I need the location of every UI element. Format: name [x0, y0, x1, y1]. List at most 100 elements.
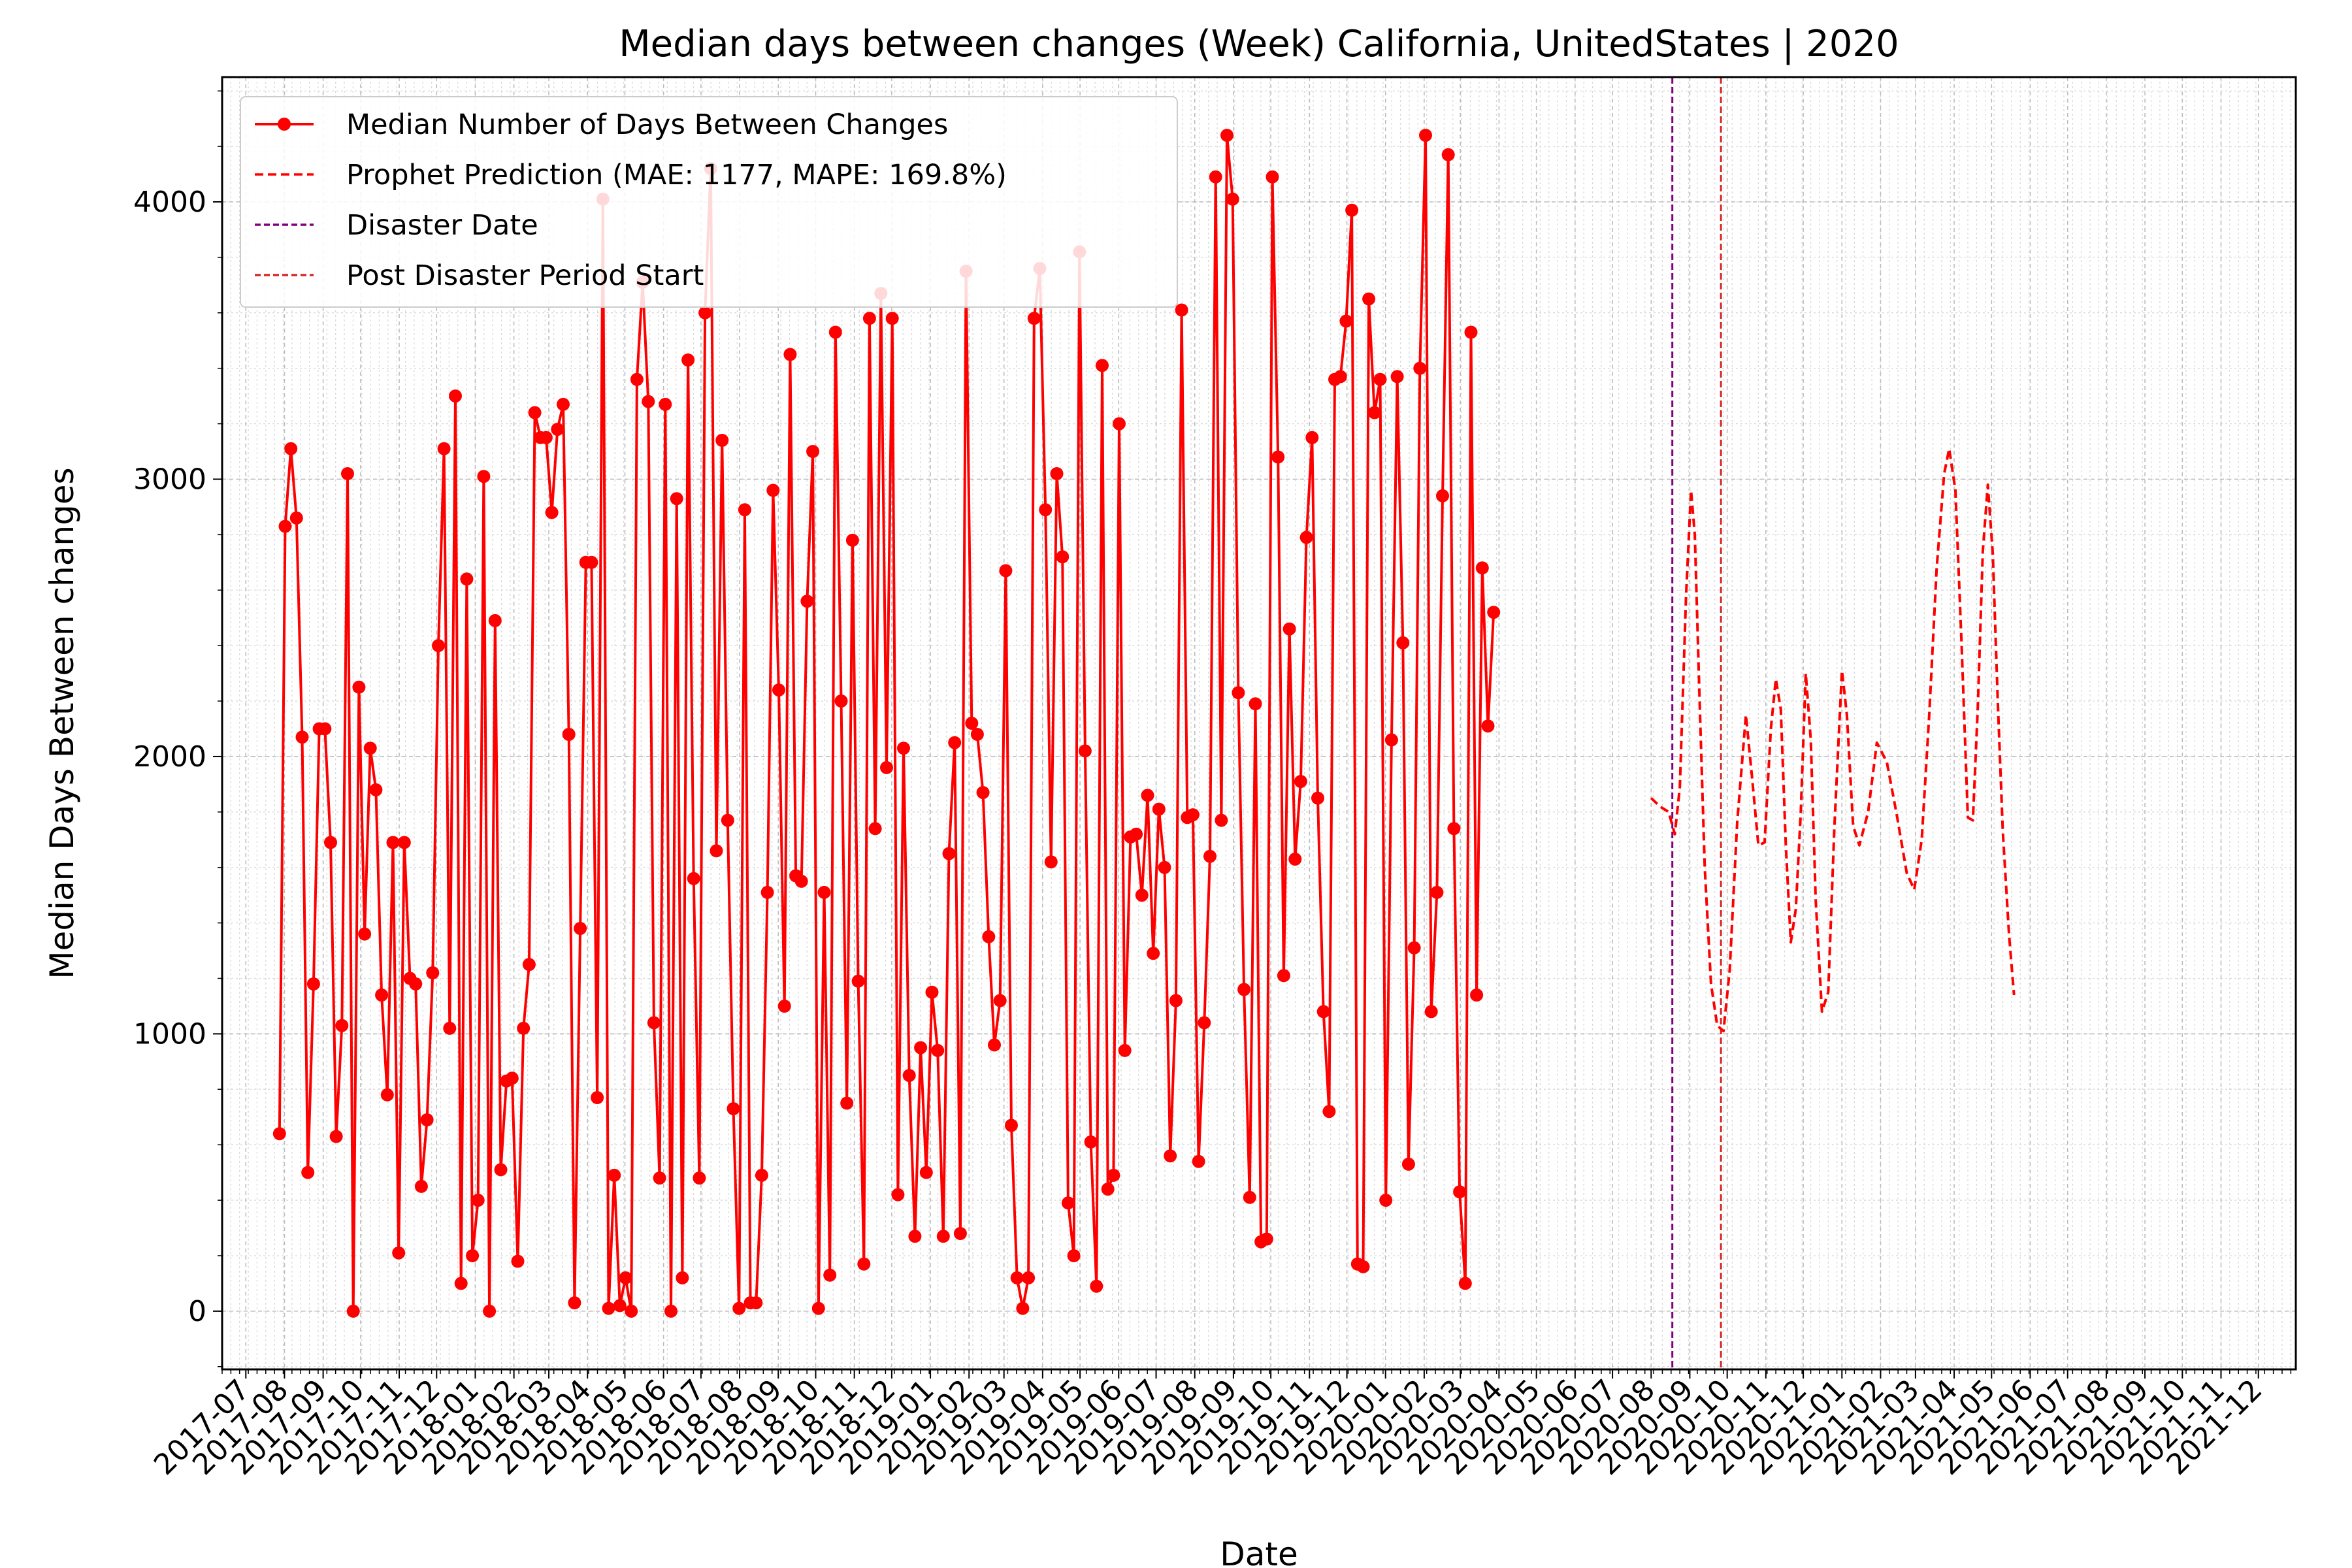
data-point	[585, 555, 598, 569]
data-point	[545, 506, 559, 519]
data-point	[891, 1188, 905, 1201]
y-tick-label: 2000	[133, 740, 206, 774]
data-point	[619, 1271, 632, 1284]
data-point	[1135, 889, 1149, 902]
data-point	[772, 683, 785, 697]
data-point	[284, 442, 298, 455]
data-point	[1396, 636, 1410, 649]
data-point	[1249, 697, 1262, 711]
legend-label: Post Disaster Period Start	[346, 259, 704, 292]
data-point	[1487, 606, 1501, 619]
data-point	[1158, 860, 1171, 874]
y-tick-label: 3000	[133, 463, 206, 496]
data-point	[1175, 303, 1188, 317]
data-point	[1061, 1196, 1075, 1210]
data-point	[386, 836, 400, 849]
data-point	[965, 717, 979, 730]
data-point	[1475, 561, 1489, 575]
data-point	[806, 445, 820, 458]
data-point	[919, 1166, 933, 1179]
data-point	[800, 595, 814, 608]
data-point	[1010, 1271, 1024, 1284]
data-point	[710, 844, 723, 858]
data-point	[777, 1000, 791, 1013]
data-point	[1147, 947, 1160, 960]
data-point	[1322, 1105, 1336, 1119]
data-point	[897, 742, 910, 755]
data-point	[687, 872, 700, 885]
y-tick-label: 1000	[133, 1017, 206, 1051]
data-point	[653, 1171, 666, 1185]
data-point	[999, 564, 1013, 578]
data-point	[1441, 148, 1455, 161]
data-point	[828, 325, 842, 339]
data-point	[1271, 450, 1285, 464]
legend-label: Disaster Date	[346, 209, 538, 242]
data-point	[1424, 1005, 1438, 1019]
data-point	[647, 1016, 661, 1030]
data-point	[823, 1268, 837, 1282]
data-point	[306, 977, 320, 990]
data-point	[346, 1304, 360, 1318]
chart-title: Median days between changes (Week) Calif…	[619, 23, 1899, 65]
data-point	[1430, 885, 1444, 899]
data-point	[664, 1304, 678, 1318]
data-point	[591, 1091, 604, 1104]
data-point	[1243, 1190, 1256, 1204]
data-point	[1401, 1157, 1415, 1171]
data-point	[1282, 622, 1296, 636]
data-point	[1362, 292, 1376, 306]
data-point	[988, 1038, 1001, 1052]
data-point	[794, 874, 808, 888]
data-point	[982, 930, 996, 943]
data-point	[278, 519, 292, 533]
data-point	[1141, 789, 1154, 802]
data-point	[1078, 744, 1092, 758]
data-point	[574, 922, 587, 936]
data-point	[272, 1127, 286, 1141]
data-point	[397, 836, 411, 849]
data-point	[1305, 431, 1319, 444]
data-point	[528, 406, 542, 419]
data-point	[454, 1277, 468, 1290]
data-point	[1039, 503, 1053, 517]
data-point	[460, 572, 474, 586]
data-point	[732, 1301, 746, 1315]
data-point	[1096, 359, 1109, 372]
data-point	[738, 503, 751, 517]
data-point	[1447, 822, 1461, 836]
data-point	[1237, 983, 1251, 996]
series-layer	[272, 129, 2016, 1318]
data-point	[1050, 467, 1064, 480]
data-point	[1192, 1154, 1205, 1168]
plot-frame	[221, 76, 2297, 1371]
data-point	[1419, 129, 1432, 142]
data-point	[1169, 994, 1183, 1007]
data-point	[1481, 719, 1495, 733]
data-point	[857, 1257, 871, 1271]
data-point	[727, 1102, 740, 1115]
data-point	[1311, 791, 1324, 805]
data-point	[755, 1168, 768, 1182]
data-point	[318, 722, 332, 736]
data-point	[352, 680, 366, 694]
data-point	[630, 372, 644, 386]
data-point	[845, 533, 859, 547]
data-point	[494, 1163, 508, 1177]
data-point	[511, 1254, 525, 1268]
y-tick-label: 4000	[133, 186, 206, 219]
data-point	[1056, 550, 1070, 564]
data-point	[1101, 1183, 1115, 1196]
data-point	[1198, 1016, 1211, 1030]
data-point	[880, 760, 893, 774]
data-point	[551, 423, 564, 436]
data-point	[449, 389, 462, 403]
data-point	[432, 639, 445, 653]
data-point	[602, 1301, 615, 1315]
data-point	[369, 783, 383, 796]
data-point	[380, 1088, 394, 1102]
data-point	[625, 1304, 638, 1318]
data-point	[817, 885, 831, 899]
legend-label: Median Number of Days Between Changes	[346, 108, 948, 141]
